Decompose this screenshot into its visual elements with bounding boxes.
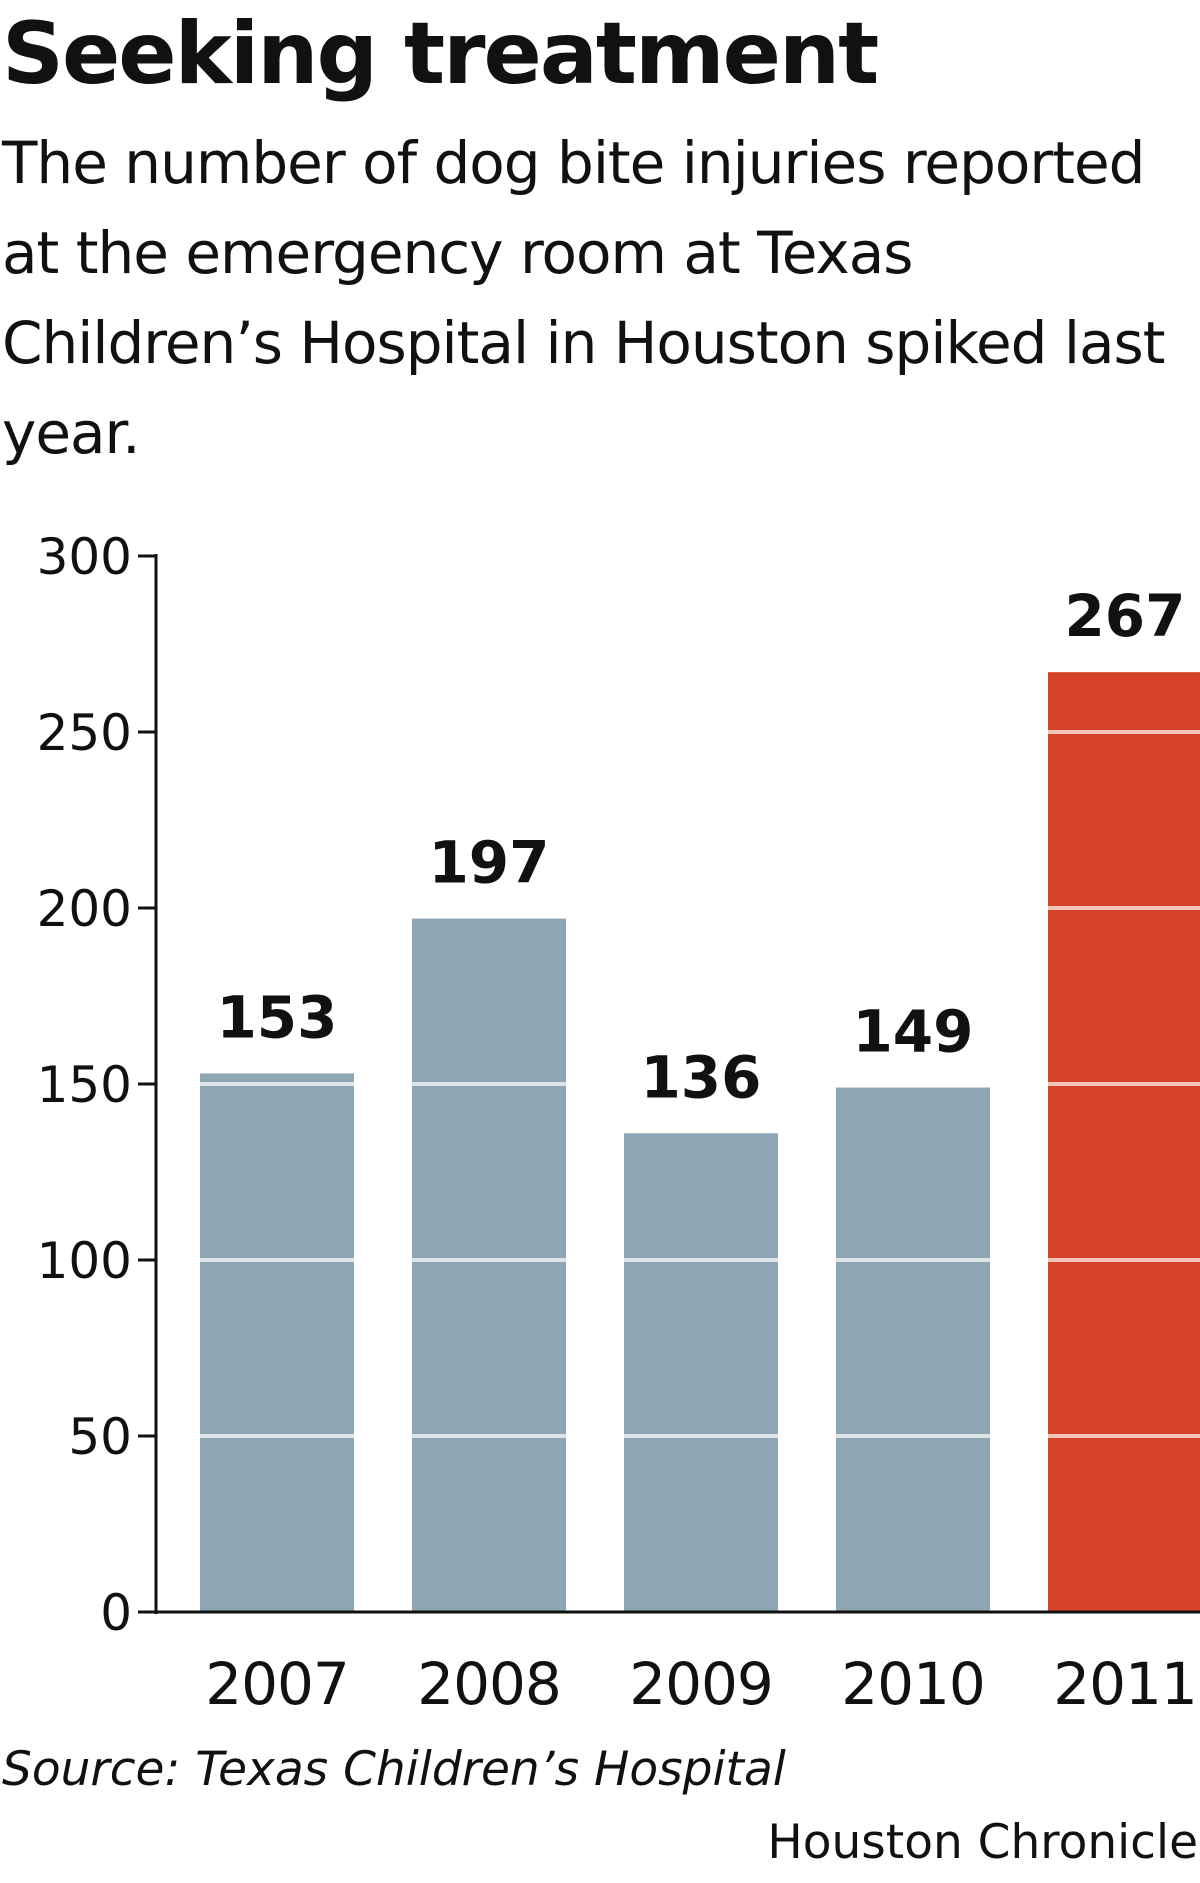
data-label: 197 [428,829,549,897]
bar-2007 [200,1073,354,1612]
y-tick-label: 200 [37,880,132,938]
data-label: 153 [216,983,337,1051]
bar-2011 [1048,672,1200,1612]
x-tick-label: 2010 [841,1650,985,1718]
source-note: Source: Texas Children’s Hospital [2,1742,786,1797]
x-tick-label: 2009 [629,1650,773,1718]
chart-title: Seeking treatment [2,4,879,104]
y-tick-label: 300 [37,528,132,586]
data-label: 149 [852,998,973,1066]
x-tick-label: 2008 [417,1650,561,1718]
y-tick-label: 50 [68,1408,132,1466]
y-tick-label: 0 [100,1584,132,1642]
y-tick-label: 150 [37,1056,132,1114]
bar-2010 [836,1087,990,1612]
chart-subtitle: The number of dog bite injuries reported… [2,129,1166,467]
data-label: 136 [640,1043,761,1111]
y-tick-label: 100 [37,1232,132,1290]
x-tick-label: 2007 [205,1650,349,1718]
x-tick-label: 2011 [1053,1650,1197,1718]
bar-2008 [412,918,566,1612]
data-label: 267 [1064,582,1185,650]
publisher-credit: Houston Chronicle [767,1815,1198,1870]
y-tick-label: 250 [37,704,132,762]
bar-2009 [624,1133,778,1612]
